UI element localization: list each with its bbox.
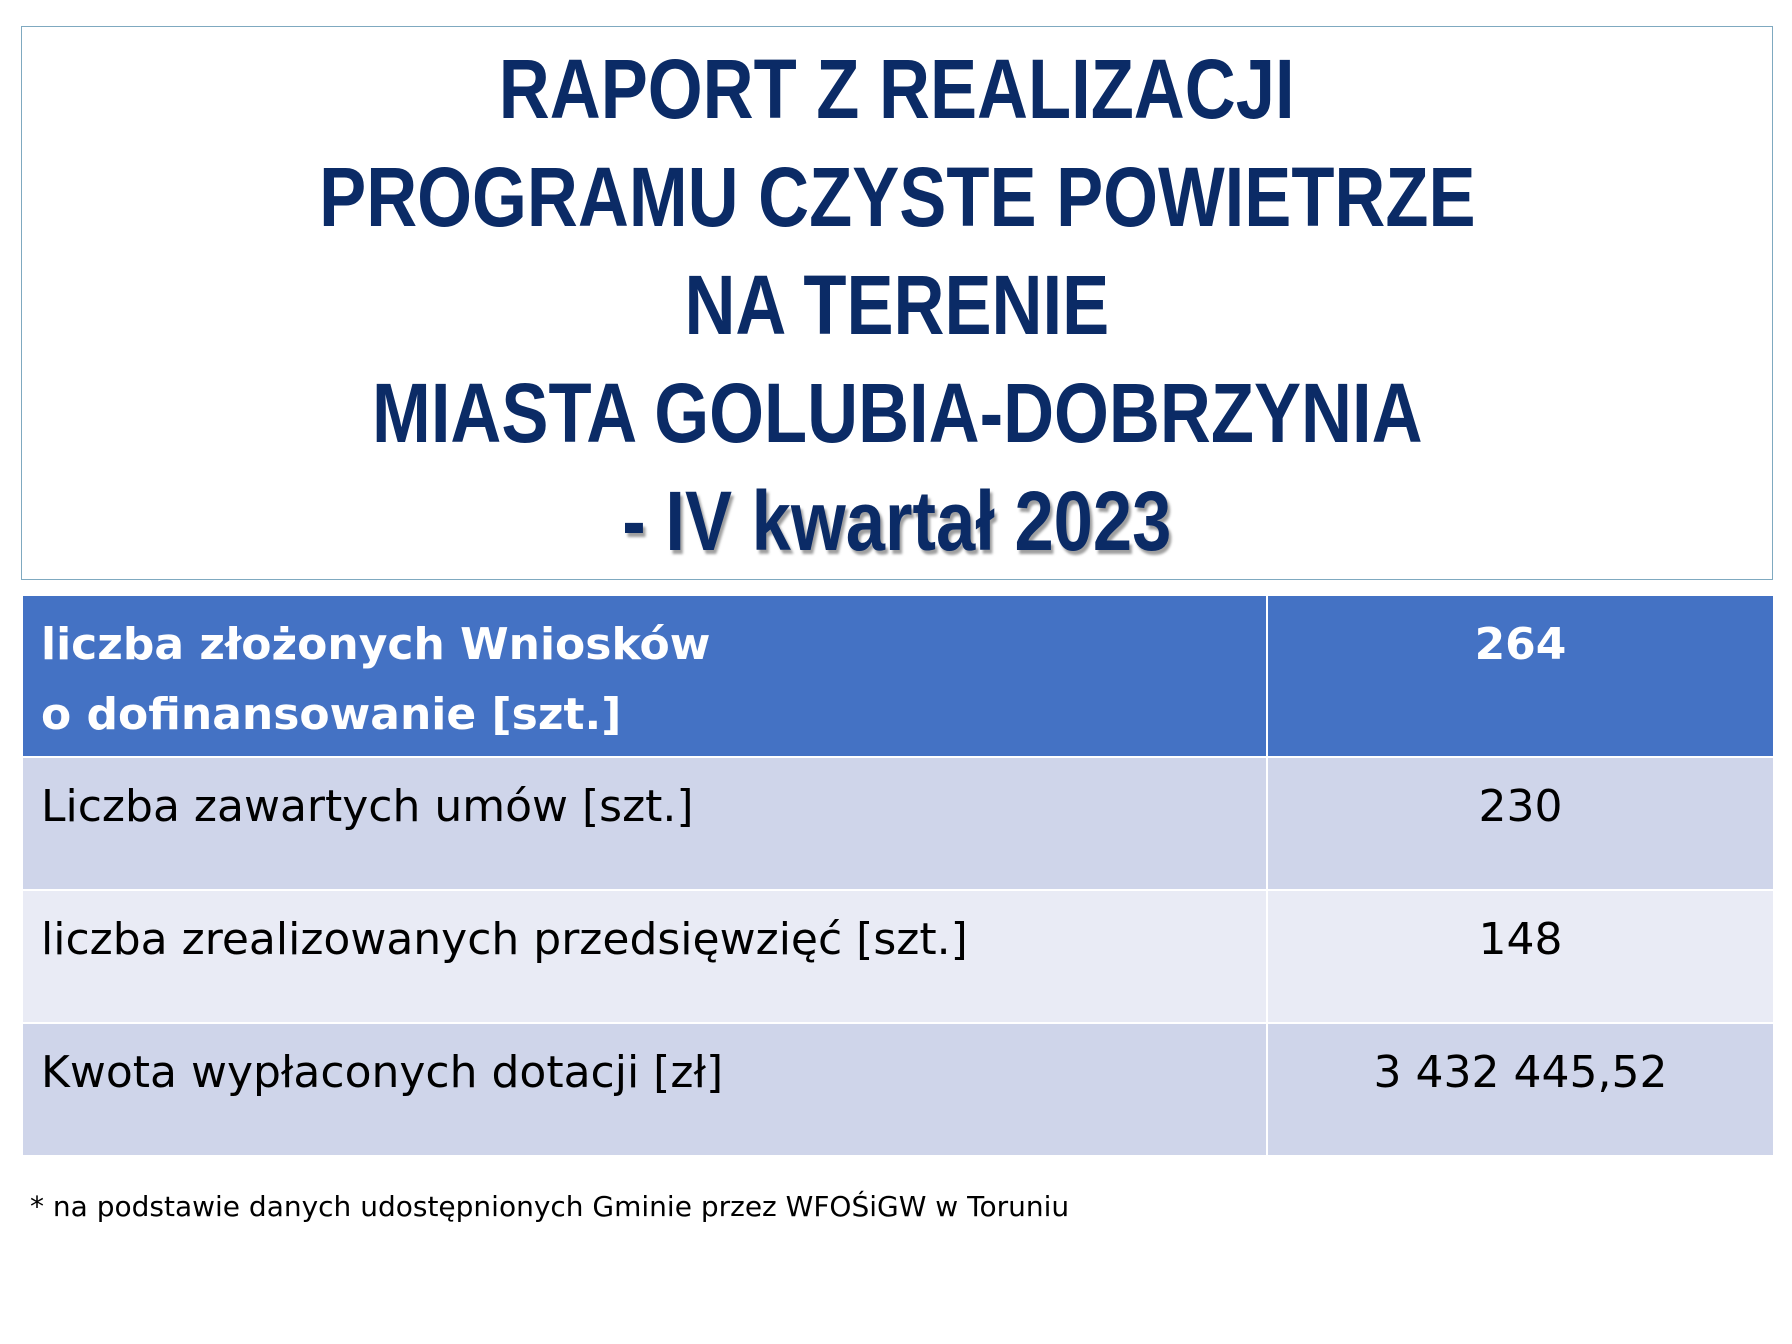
row-label-line: liczba złożonych Wniosków: [41, 619, 711, 670]
title-line-1: RAPORT Z REALIZACJI: [499, 42, 1295, 136]
report-title-box: RAPORT Z REALIZACJI PROGRAMU CZYSTE POWI…: [21, 26, 1773, 580]
table-row: Kwota wypłaconych dotacji [zł] 3 432 445…: [21, 1022, 1775, 1157]
title-line-3: NA TERENIE: [684, 258, 1110, 352]
source-footnote: * na podstawie danych udostępnionych Gmi…: [30, 1190, 1070, 1223]
row-label-line: liczba zrealizowanych przedsięwzięć [szt…: [41, 914, 968, 965]
row-label-cell: liczba złożonych Wniosków o dofinansowan…: [21, 594, 1268, 758]
row-label-line: Kwota wypłaconych dotacji [zł]: [41, 1047, 724, 1098]
row-value: 148: [1478, 914, 1563, 965]
table-row: Liczba zawartych umów [szt.] 230: [21, 756, 1775, 891]
row-label-cell: Liczba zawartych umów [szt.]: [21, 756, 1268, 891]
title-line-4: MIASTA GOLUBIA-DOBRZYNIA: [371, 366, 1423, 460]
title-line-2: PROGRAMU CZYSTE POWIETRZE: [318, 150, 1476, 244]
row-value-cell: 230: [1266, 756, 1775, 891]
row-label-cell: liczba zrealizowanych przedsięwzięć [szt…: [21, 889, 1268, 1024]
row-label-cell: Kwota wypłaconych dotacji [zł]: [21, 1022, 1268, 1157]
row-value-cell: 264: [1266, 594, 1775, 758]
table-row: liczba złożonych Wniosków o dofinansowan…: [21, 594, 1775, 758]
title-line-5: - IV kwartał 2023: [622, 474, 1172, 568]
row-value-cell: 148: [1266, 889, 1775, 1024]
row-label-line: Liczba zawartych umów [szt.]: [41, 781, 694, 832]
row-label-line: o dofinansowanie [szt.]: [41, 689, 622, 740]
row-value-cell: 3 432 445,52: [1266, 1022, 1775, 1157]
row-value: 3 432 445,52: [1373, 1047, 1668, 1098]
row-value: 230: [1478, 781, 1563, 832]
table-row: liczba zrealizowanych przedsięwzięć [szt…: [21, 889, 1775, 1024]
row-value: 264: [1474, 619, 1567, 670]
statistics-table: liczba złożonych Wniosków o dofinansowan…: [21, 594, 1775, 1157]
